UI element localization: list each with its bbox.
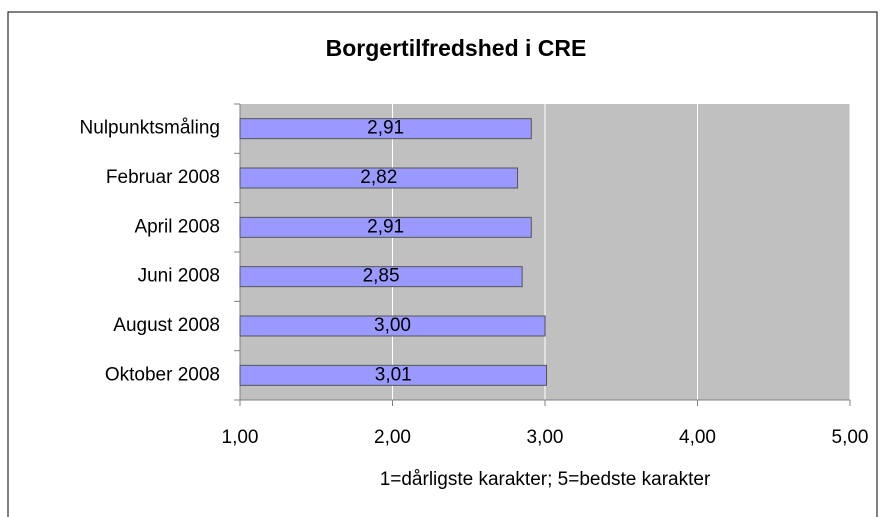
- value-label: 2,85: [363, 266, 400, 287]
- x-tick-label: 1,00: [222, 427, 259, 448]
- y-tick-label: Oktober 2008: [105, 364, 220, 385]
- value-label: 3,00: [374, 315, 411, 336]
- y-tick-label: Nulpunktsmåling: [80, 118, 220, 139]
- x-tick-label: 5,00: [832, 427, 869, 448]
- value-label: 3,01: [375, 364, 412, 385]
- chart-title: Borgertilfredshed i CRE: [326, 35, 587, 61]
- x-axis-label: 1=dårligste karakter; 5=bedste karakter: [380, 469, 711, 490]
- y-tick-label: Juni 2008: [138, 266, 220, 287]
- y-tick-label: Februar 2008: [106, 167, 220, 188]
- x-tick-label: 3,00: [527, 427, 564, 448]
- y-tick-label: April 2008: [134, 216, 220, 237]
- value-label: 2,91: [367, 118, 404, 139]
- y-tick-label: August 2008: [113, 315, 220, 336]
- bar: [239, 315, 546, 337]
- x-tick-label: 4,00: [679, 427, 716, 448]
- bar: [239, 364, 548, 386]
- bar: [239, 118, 532, 140]
- x-tick-label: 2,00: [374, 427, 411, 448]
- bar: [239, 266, 523, 288]
- value-label: 2,91: [367, 216, 404, 237]
- value-label: 2,82: [360, 167, 397, 188]
- bar: [239, 167, 519, 189]
- bar: [239, 216, 532, 238]
